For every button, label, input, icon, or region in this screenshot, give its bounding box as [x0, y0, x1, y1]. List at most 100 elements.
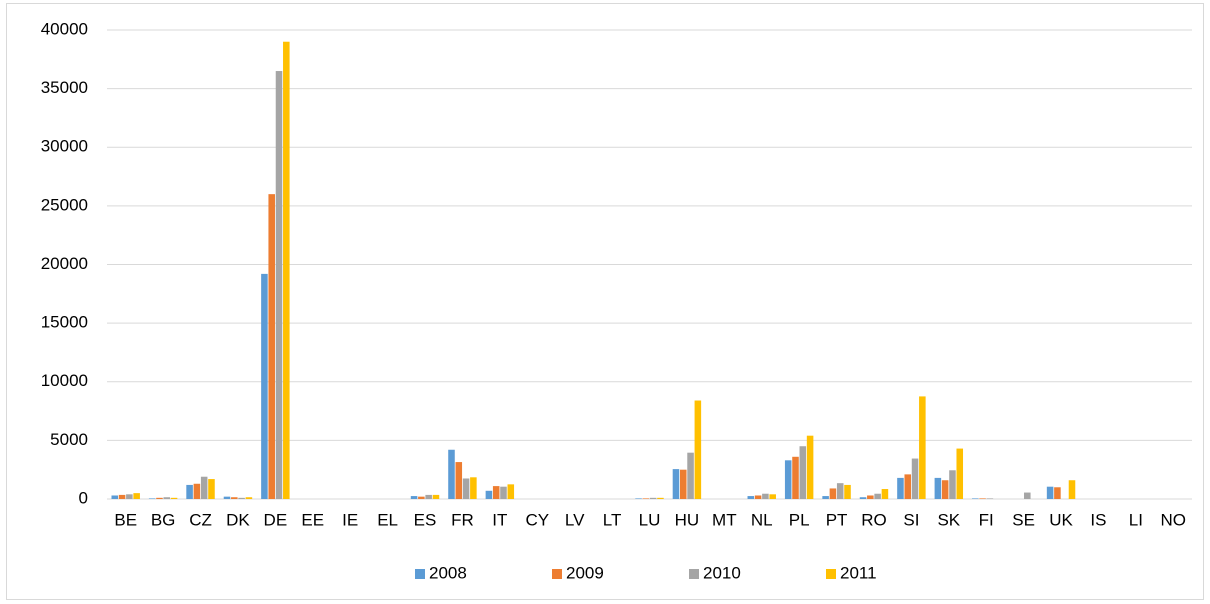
bar — [911, 458, 919, 499]
x-tick-label: MT — [712, 510, 737, 529]
x-tick-label: LT — [603, 510, 622, 529]
x-tick-label: IE — [342, 510, 358, 529]
legend-swatch — [552, 569, 562, 579]
y-tick-label: 0 — [79, 488, 88, 507]
bar — [133, 493, 140, 499]
x-tick-label: IT — [492, 510, 507, 529]
bar — [792, 456, 799, 499]
bar — [193, 483, 201, 499]
bar — [470, 477, 477, 499]
legend-label: 2011 — [840, 563, 877, 582]
bar — [881, 489, 889, 499]
bar — [163, 497, 171, 499]
bar — [919, 396, 926, 499]
bar — [941, 480, 949, 499]
bar — [956, 448, 964, 499]
x-tick-label: PL — [789, 510, 810, 529]
chart-border — [6, 3, 1204, 600]
bar — [268, 194, 275, 499]
bar — [1054, 487, 1061, 499]
bar — [186, 484, 193, 499]
x-tick-label: BE — [114, 510, 137, 529]
x-tick-label: FR — [451, 510, 474, 529]
legend-label: 2009 — [566, 563, 604, 582]
x-tick-label: DK — [226, 510, 250, 529]
x-tick-label: SK — [937, 510, 960, 529]
x-tick-label: HU — [675, 510, 700, 529]
legend-label: 2008 — [429, 563, 467, 582]
bar — [1024, 492, 1031, 499]
bar — [649, 497, 657, 499]
bar — [126, 494, 133, 499]
x-tick-label: NO — [1161, 510, 1187, 529]
x-tick-label: EL — [377, 510, 398, 529]
bar — [799, 446, 807, 499]
x-tick-label: PT — [826, 510, 848, 529]
bar — [859, 497, 867, 499]
bar — [156, 497, 163, 499]
bar — [934, 477, 942, 499]
y-tick-label: 25000 — [41, 195, 88, 214]
bar — [448, 449, 455, 499]
bar — [455, 462, 463, 499]
bar — [844, 484, 851, 499]
bar — [492, 486, 500, 499]
x-tick-label: LV — [565, 510, 585, 529]
bar — [836, 483, 844, 499]
bar — [231, 497, 238, 499]
bar — [679, 469, 687, 499]
x-tick-label: RO — [861, 510, 887, 529]
bar — [283, 41, 290, 499]
x-tick-label: ES — [414, 510, 437, 529]
y-tick-label: 40000 — [41, 19, 88, 38]
bar — [747, 496, 755, 499]
legend-label: 2010 — [703, 563, 741, 582]
bar — [425, 494, 432, 499]
y-tick-label: 10000 — [41, 371, 88, 390]
x-tick-label: LI — [1129, 510, 1143, 529]
bar — [784, 460, 792, 499]
bar — [111, 495, 119, 499]
bar — [979, 498, 986, 499]
bar — [1046, 486, 1054, 499]
bar — [275, 71, 283, 499]
bar — [118, 494, 126, 499]
bar — [200, 476, 208, 499]
bar — [462, 478, 470, 499]
x-tick-label: CZ — [189, 510, 212, 529]
y-tick-label: 30000 — [41, 137, 88, 156]
bar — [432, 494, 440, 499]
bar — [410, 496, 418, 499]
bar — [694, 400, 702, 499]
bar — [148, 498, 156, 499]
bar — [822, 496, 829, 499]
y-tick-label: 35000 — [41, 78, 88, 97]
bar — [867, 495, 874, 499]
legend-swatch — [415, 569, 425, 579]
bar — [874, 493, 881, 499]
bar — [500, 486, 507, 499]
bar — [208, 479, 215, 499]
bar — [829, 488, 837, 499]
bar — [769, 494, 776, 499]
bar — [904, 474, 912, 499]
bar — [657, 497, 664, 499]
x-tick-label: SI — [903, 510, 919, 529]
bar — [972, 498, 979, 499]
y-tick-label: 20000 — [41, 254, 88, 273]
bar — [949, 470, 956, 499]
bar — [485, 490, 493, 499]
x-tick-label: EE — [301, 510, 324, 529]
bar — [642, 498, 650, 499]
bar — [806, 435, 814, 499]
x-tick-label: FI — [979, 510, 994, 529]
bar — [897, 477, 904, 499]
x-tick-label: SE — [1012, 510, 1035, 529]
bar — [672, 469, 680, 499]
x-tick-label: NL — [751, 510, 773, 529]
x-tick-label: IS — [1090, 510, 1106, 529]
bar — [1068, 480, 1076, 499]
legend-swatch — [689, 569, 699, 579]
x-tick-label: DE — [264, 510, 288, 529]
